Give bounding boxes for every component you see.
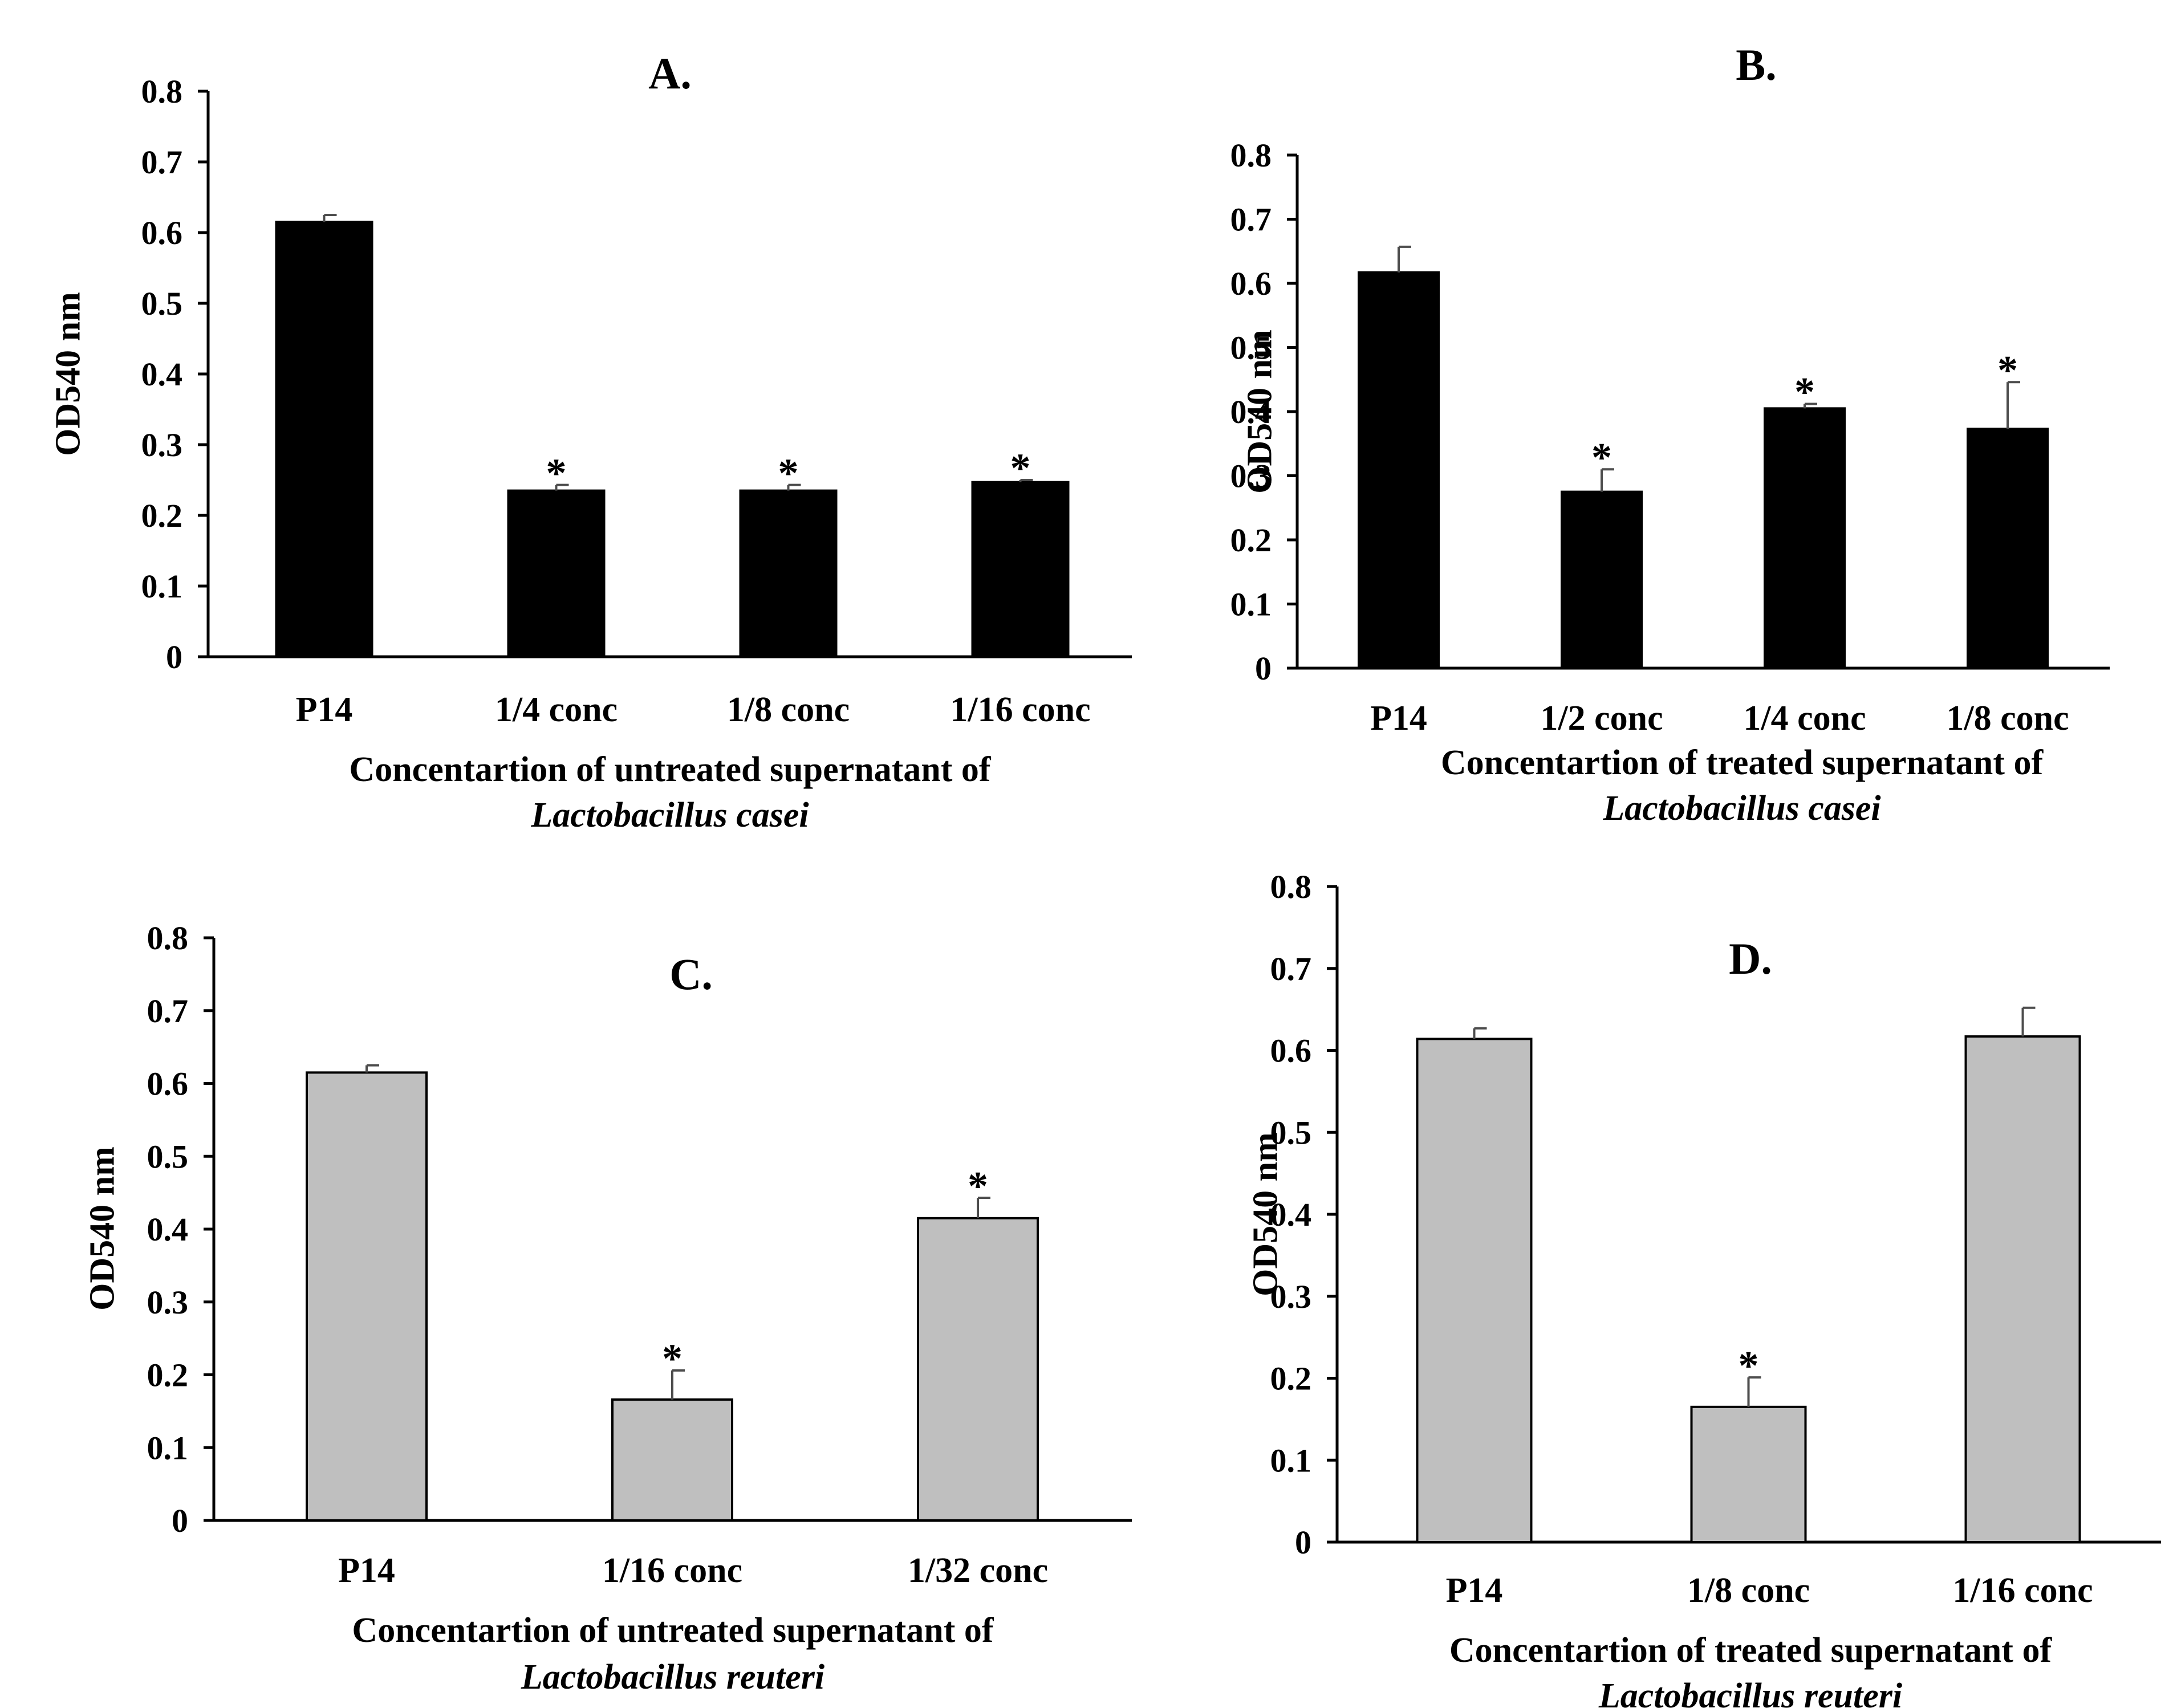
bar [1764, 407, 1846, 669]
y-tick-label: 0.6 [147, 1066, 189, 1103]
panel-c: 0 0.1 0.2 0.3 0.4 0.5 0.6 0.7 0.8 P14 * 1/16 conc * 1… [83, 920, 1132, 1697]
significance-marker: * [778, 450, 799, 496]
y-tick-label: 0.3 [141, 426, 183, 463]
y-tick-label: 0.3 [1270, 1278, 1312, 1315]
panel-title: A. [648, 48, 692, 98]
y-tick-label: 0.5 [141, 285, 183, 322]
y-axis-label: OD540 nm [1241, 330, 1280, 494]
y-tick-label: 0.7 [1230, 201, 1272, 238]
y-tick-label: 0.2 [1230, 522, 1272, 559]
y-axis-label: OD540 nm [1246, 1132, 1285, 1296]
panel-b: 0 0.1 0.2 0.3 0.4 0.5 0.6 0.7 0.8 P14 * 1/2 conc * 1/… [1230, 40, 2110, 828]
category-label: 1/16 conc [950, 690, 1090, 729]
bar [1416, 1038, 1533, 1543]
x-axis-label: Concentartion of untreated supernatant o… [352, 1611, 994, 1650]
category-label: P14 [296, 690, 353, 729]
bar [275, 221, 373, 658]
category-label: 1/32 conc [908, 1551, 1048, 1590]
y-tick-label: 0.8 [141, 73, 183, 110]
y-tick-label: 0.5 [147, 1138, 189, 1175]
significance-marker: * [1010, 445, 1031, 491]
y-axis-label: OD540 nm [49, 292, 88, 456]
significance-marker: * [1739, 1343, 1759, 1388]
significance-marker: * [968, 1163, 988, 1209]
x-axis-label: Concentartion of treated supernatant of [1441, 743, 2044, 782]
y-tick-label: 0.5 [1230, 330, 1272, 367]
category-label: 1/8 conc [727, 690, 850, 729]
x-axis-species-label: Lactobacillus reuteri [521, 1658, 824, 1697]
y-tick-label: 0.6 [141, 214, 183, 251]
significance-marker: * [1997, 347, 2018, 393]
panel-a: 0 0.1 0.2 0.3 0.4 0.5 0.6 0.7 0.8 P14 * 1/4 conc * 1/… [49, 48, 1132, 835]
significance-marker: * [1794, 369, 1815, 415]
y-tick-label: 0.2 [147, 1357, 189, 1394]
x-axis-label: Concentartion of treated supernatant of [1449, 1631, 2053, 1670]
y-tick-label: 0.4 [1270, 1196, 1312, 1233]
x-axis-species-label: Lactobacillus reuteri [1598, 1677, 1902, 1708]
x-axis-label: Concentartion of untreated supernatant o… [349, 750, 991, 789]
category-label: 1/8 conc [1946, 699, 2069, 738]
y-axis-label: OD540 nm [83, 1146, 122, 1311]
x-axis-species-label: Lactobacillus casei [1602, 789, 1880, 828]
category-label: P14 [1446, 1571, 1503, 1610]
bar [971, 481, 1070, 658]
y-tick-label: 0.8 [1270, 868, 1312, 905]
category-label: 1/8 conc [1687, 1571, 1810, 1610]
y-tick-label: 0.1 [1230, 586, 1272, 623]
y-tick-label: 0.5 [1270, 1114, 1312, 1151]
bar [1358, 271, 1440, 669]
y-tick-label: 0.4 [1230, 393, 1272, 430]
y-tick-label: 0.8 [1230, 137, 1272, 174]
bar [611, 1398, 733, 1522]
bar [507, 489, 606, 658]
bar [306, 1071, 428, 1522]
y-tick-label: 0.8 [147, 920, 189, 957]
y-tick-label: 0.6 [1230, 265, 1272, 302]
y-tick-label: 0 [166, 639, 182, 676]
x-axis-species-label: Lactobacillus casei [530, 796, 809, 835]
bar [1690, 1405, 1807, 1543]
y-tick-label: 0 [172, 1502, 188, 1539]
y-tick-label: 0.6 [1270, 1032, 1312, 1069]
category-label: 1/2 conc [1540, 699, 1663, 738]
y-tick-label: 0.4 [147, 1211, 189, 1248]
significance-marker: * [546, 450, 567, 496]
y-tick-label: 0.2 [1270, 1360, 1312, 1397]
category-label: P14 [1370, 699, 1427, 738]
bar [1964, 1035, 2081, 1543]
significance-marker: * [1591, 434, 1612, 480]
y-tick-label: 0.1 [141, 568, 183, 605]
category-label: 1/4 conc [1743, 699, 1866, 738]
y-tick-label: 0.7 [141, 144, 183, 181]
y-tick-label: 0.3 [147, 1284, 189, 1321]
category-label: 1/16 conc [1952, 1571, 2093, 1610]
panel-title: C. [669, 949, 713, 999]
category-label: 1/4 conc [495, 690, 618, 729]
bar [1561, 490, 1643, 669]
y-tick-label: 0.3 [1230, 458, 1272, 495]
significance-marker: * [662, 1336, 683, 1381]
bar [739, 489, 838, 658]
bar [1967, 428, 2049, 669]
category-label: P14 [338, 1551, 395, 1590]
y-tick-label: 0.7 [147, 993, 189, 1030]
category-label: 1/16 conc [602, 1551, 742, 1590]
y-tick-label: 0.1 [1270, 1442, 1312, 1479]
panel-d: 0 0.1 0.2 0.3 0.4 0.5 0.6 0.7 0.8 P14 * 1/8 conc 1/1… [1246, 868, 2161, 1708]
panel-title: D. [1729, 934, 1772, 983]
y-tick-label: 0.1 [147, 1429, 189, 1466]
bar [917, 1217, 1039, 1522]
panel-title: B. [1736, 40, 1777, 90]
y-tick-label: 0 [1295, 1524, 1311, 1561]
y-tick-label: 0.2 [141, 497, 183, 534]
y-tick-label: 0.4 [141, 356, 183, 393]
y-tick-label: 0 [1255, 650, 1272, 687]
y-tick-label: 0.7 [1270, 950, 1312, 987]
